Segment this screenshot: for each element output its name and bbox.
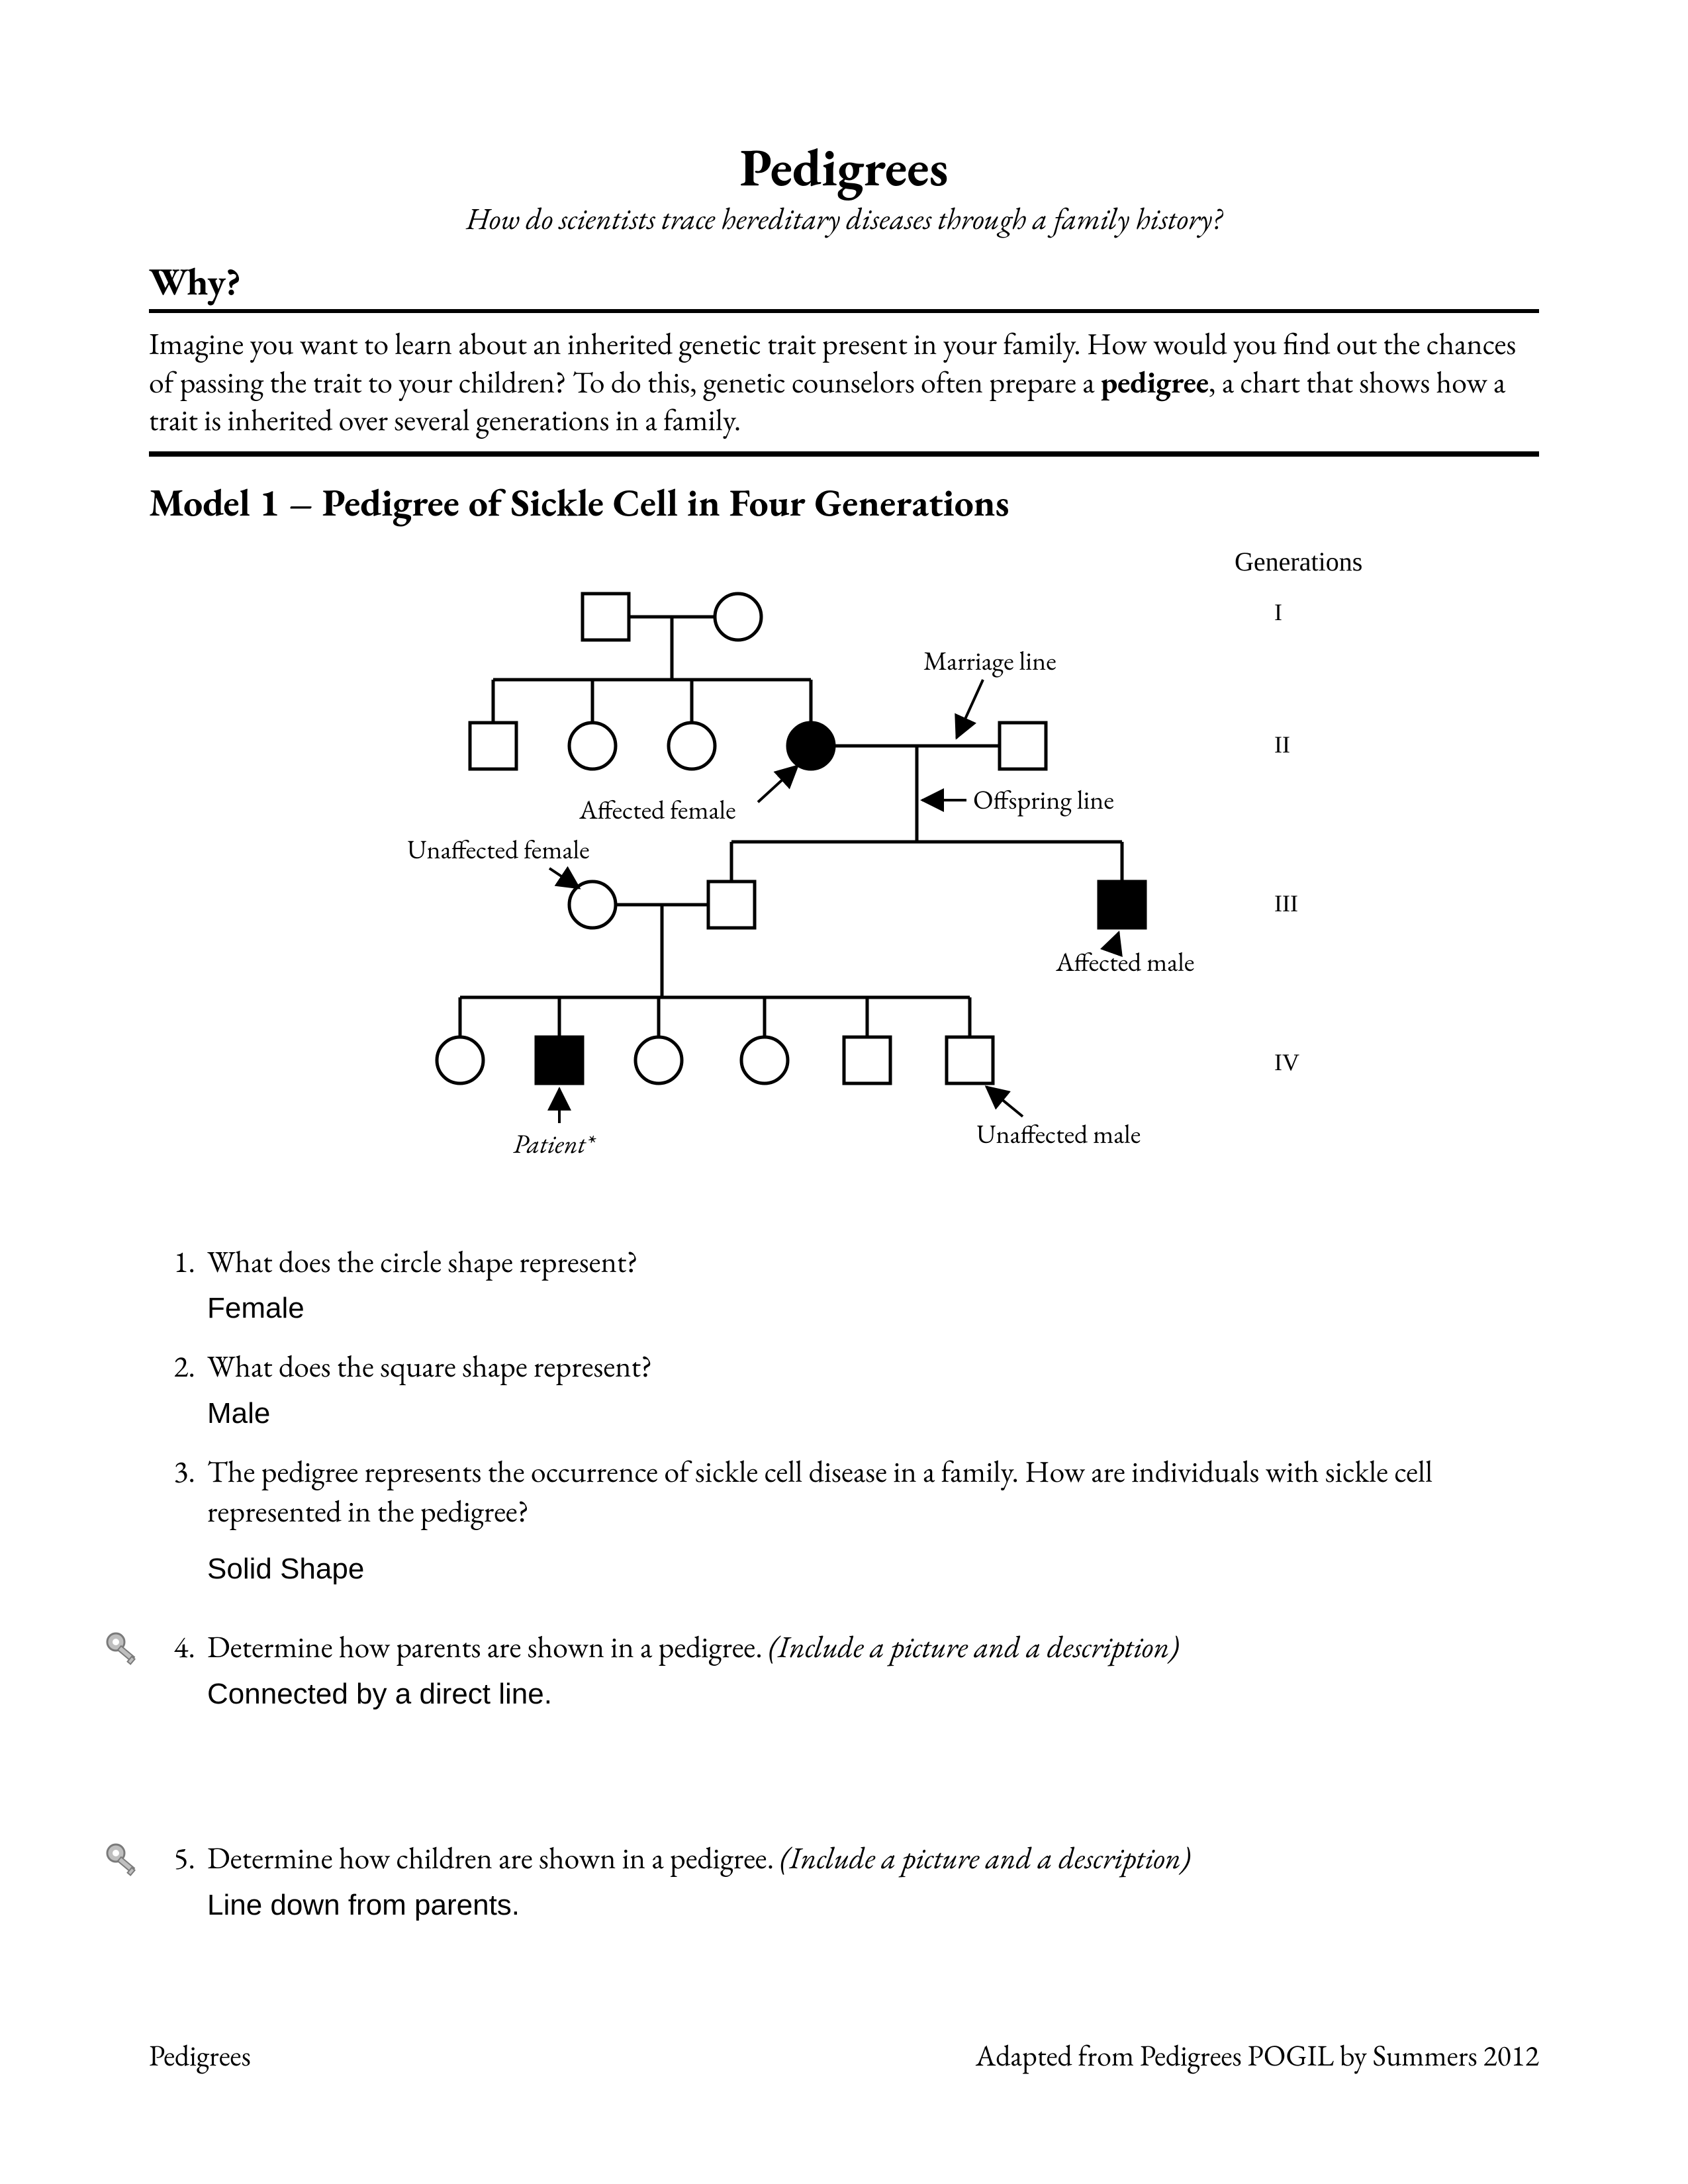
question-row: 2. What does the square shape represent? xyxy=(149,1347,1539,1387)
offspring-line-label: Offspring line xyxy=(973,782,1114,817)
square-icon xyxy=(947,1037,993,1083)
square-icon xyxy=(470,723,516,769)
question-hint: (Include a picture and a description) xyxy=(780,1838,1190,1878)
question-row: 3. The pedigree represents the occurrenc… xyxy=(149,1452,1539,1531)
answer-text: Connected by a direct line. xyxy=(207,1675,1539,1713)
circle-icon xyxy=(569,723,616,769)
question-number: 2. xyxy=(149,1347,207,1387)
arrow-icon xyxy=(549,868,579,888)
arrow-icon xyxy=(957,680,983,738)
footer-right: Adapted from Pedigrees POGIL by Summers … xyxy=(976,2037,1539,2075)
page: Pedigrees How do scientists trace heredi… xyxy=(0,0,1688,2184)
gen-3-label: III xyxy=(1274,890,1298,917)
key-icon xyxy=(103,1627,142,1667)
question-row: 5. Determine how children are shown in a… xyxy=(149,1839,1539,1878)
question-number: 3. xyxy=(149,1452,207,1492)
affected-circle-icon xyxy=(788,723,834,769)
model-heading: Model 1 – Pedigree of Sickle Cell in Fou… xyxy=(149,478,1539,527)
question-hint: (Include a picture and a description) xyxy=(769,1627,1179,1666)
circle-icon xyxy=(437,1037,483,1083)
marriage-line-label: Marriage line xyxy=(923,643,1056,678)
question-text: Determine how parents are shown in a ped… xyxy=(207,1627,1539,1667)
page-footer: Pedigrees Adapted from Pedigrees POGIL b… xyxy=(149,2037,1539,2075)
unaffected-male-label: Unaffected male xyxy=(976,1116,1141,1151)
intro-text-bold: pedigree xyxy=(1101,362,1209,402)
question-number: 5. xyxy=(149,1839,207,1878)
square-icon xyxy=(844,1037,890,1083)
gen-1-label: I xyxy=(1274,599,1282,625)
circle-icon xyxy=(569,882,616,928)
circle-icon xyxy=(741,1037,788,1083)
answer-text: Female xyxy=(207,1289,1539,1327)
square-icon xyxy=(583,594,629,640)
question-number: 4. xyxy=(149,1627,207,1667)
key-icon xyxy=(103,1839,142,1878)
circle-icon xyxy=(635,1037,682,1083)
page-subtitle: How do scientists trace hereditary disea… xyxy=(149,199,1539,238)
footer-left: Pedigrees xyxy=(149,2037,251,2075)
gen-4-label: IV xyxy=(1274,1049,1299,1075)
arrow-icon xyxy=(758,766,798,802)
question-text: Determine how children are shown in a pe… xyxy=(207,1839,1539,1878)
gen-heading-label: Generations xyxy=(1235,547,1362,576)
affected-male-label: Affected male xyxy=(1055,944,1194,979)
pedigree-diagram: Generations I II III IV xyxy=(308,541,1380,1203)
circle-icon xyxy=(715,594,761,640)
answer-text: Male xyxy=(207,1394,1539,1432)
gen-2-label: II xyxy=(1274,731,1290,758)
divider xyxy=(149,309,1539,313)
arrow-icon xyxy=(986,1087,1023,1116)
square-icon xyxy=(708,882,755,928)
pedigree-diagram-wrap: Generations I II III IV xyxy=(149,541,1539,1203)
why-heading: Why? xyxy=(149,257,1539,306)
affected-female-label: Affected female xyxy=(579,792,736,827)
question-text: The pedigree represents the occurrence o… xyxy=(207,1452,1539,1531)
affected-square-icon xyxy=(1099,882,1145,928)
square-icon xyxy=(1000,723,1046,769)
circle-icon xyxy=(669,723,715,769)
page-title: Pedigrees xyxy=(149,139,1539,195)
unaffected-female-label: Unaffected female xyxy=(407,832,590,866)
patient-label: Patient* xyxy=(513,1126,597,1161)
question-row: 1. What does the circle shape represent? xyxy=(149,1242,1539,1282)
questions-block: 1. What does the circle shape represent?… xyxy=(149,1242,1539,1925)
affected-square-icon xyxy=(536,1037,583,1083)
divider-thick xyxy=(149,451,1539,457)
answer-text: Solid Shape xyxy=(207,1550,1539,1588)
question-row: 4. Determine how parents are shown in a … xyxy=(149,1627,1539,1667)
answer-text: Line down from parents. xyxy=(207,1886,1539,1924)
question-number: 1. xyxy=(149,1242,207,1282)
question-text: What does the circle shape represent? xyxy=(207,1242,1539,1282)
question-text: What does the square shape represent? xyxy=(207,1347,1539,1387)
intro-paragraph: Imagine you want to learn about an inher… xyxy=(149,325,1539,439)
